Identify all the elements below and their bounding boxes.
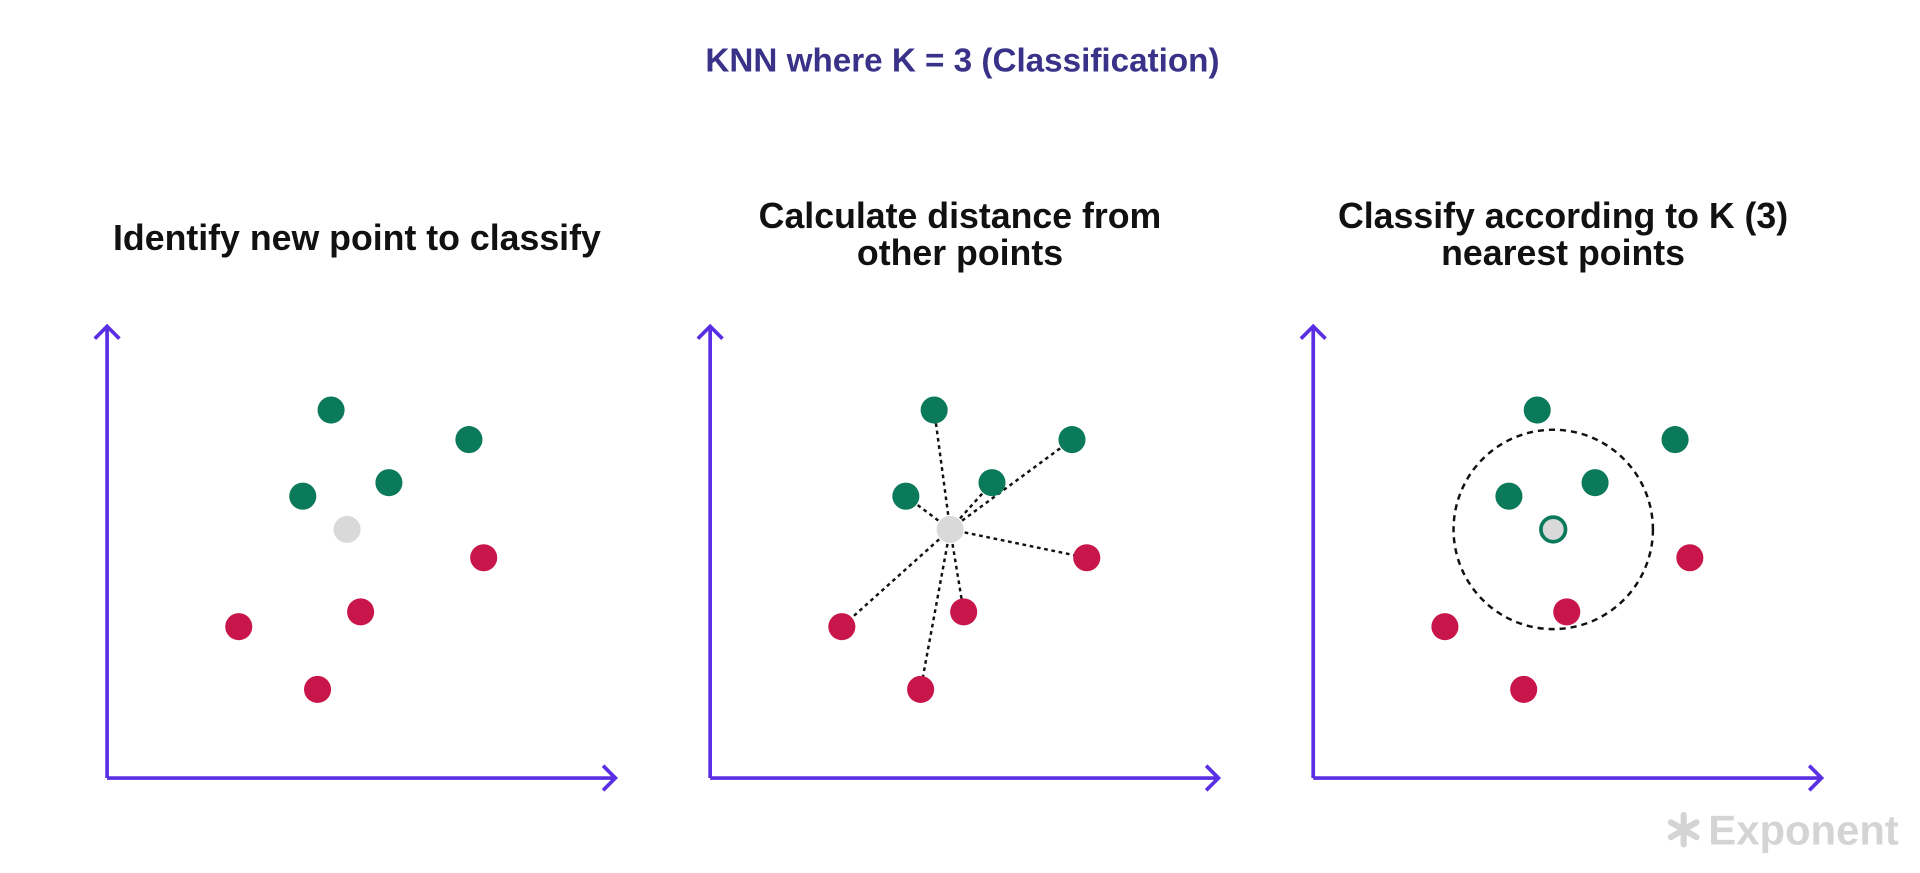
new-point — [1539, 515, 1568, 544]
green-point — [920, 396, 948, 424]
distance-line — [932, 409, 952, 530]
y-axis — [696, 323, 724, 779]
page-title: KNN where K = 3 (Classification) — [705, 43, 1219, 80]
green-point — [289, 482, 317, 510]
green-point — [1495, 482, 1523, 510]
red-point — [225, 613, 253, 641]
green-point — [978, 469, 1006, 497]
panel-title: nearest points — [1441, 233, 1685, 273]
panel-title: Classify according to K (3) — [1338, 196, 1788, 236]
distance-line — [949, 528, 1088, 559]
x-axis — [710, 764, 1222, 792]
red-point — [1431, 613, 1459, 641]
distance-line — [841, 528, 951, 628]
green-point — [317, 396, 345, 424]
red-point — [347, 598, 375, 626]
green-point — [1581, 469, 1609, 497]
green-point — [1523, 396, 1551, 424]
panels — [93, 323, 1825, 792]
green-point — [455, 426, 483, 454]
red-point — [304, 675, 332, 703]
logo-mark — [1667, 811, 1700, 848]
x-axis — [1313, 764, 1825, 792]
panel — [93, 323, 618, 792]
green-point — [892, 482, 920, 510]
logo-text: Exponent — [1708, 807, 1899, 854]
y-axis — [93, 323, 121, 779]
red-point — [1073, 544, 1101, 572]
red-point — [1553, 598, 1581, 626]
red-point — [470, 544, 498, 572]
logo: Exponent — [1667, 807, 1899, 854]
red-point — [828, 613, 856, 641]
red-point — [907, 675, 935, 703]
panel — [696, 323, 1222, 792]
distance-line — [919, 529, 952, 690]
distance-line — [948, 529, 965, 613]
new-point — [936, 515, 964, 543]
new-point — [333, 515, 361, 543]
y-axis — [1299, 323, 1327, 779]
x-axis — [107, 764, 618, 792]
panel-title: Calculate distance from — [759, 196, 1162, 236]
red-point — [1510, 675, 1538, 703]
red-point — [1676, 544, 1704, 572]
green-point — [1661, 426, 1689, 454]
red-point — [950, 598, 978, 626]
k-radius — [1452, 428, 1655, 631]
distance-line — [949, 438, 1073, 531]
green-point — [1058, 426, 1086, 454]
green-point — [375, 469, 403, 497]
panel — [1299, 323, 1825, 792]
panel-title: other points — [857, 233, 1063, 273]
panel-title: Identify new point to classify — [113, 218, 601, 258]
